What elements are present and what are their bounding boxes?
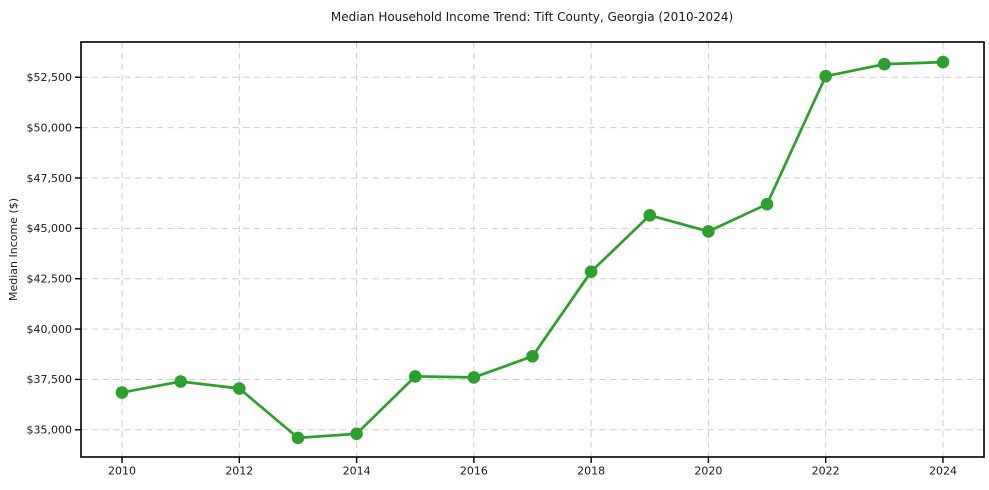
x-tick-label: 2014: [343, 465, 371, 478]
y-tick-label: $52,500: [27, 71, 73, 84]
x-tick-label: 2024: [929, 465, 957, 478]
series-layer: [115, 55, 950, 445]
data-point-2015: [408, 370, 422, 383]
data-point-2022: [819, 69, 832, 83]
y-axis-label: Median Income ($): [7, 198, 20, 301]
data-point-2019: [643, 209, 657, 222]
x-tick-label: 2016: [460, 465, 488, 478]
y-tick-label: $50,000: [27, 121, 73, 134]
data-point-2017: [526, 350, 539, 363]
data-point-2021: [760, 197, 774, 211]
y-tick-label: $42,500: [27, 273, 73, 286]
x-tick-label: 2022: [812, 465, 840, 478]
data-point-2011: [174, 375, 187, 388]
data-point-2014: [350, 427, 363, 441]
x-tick-label: 2010: [108, 465, 136, 478]
income-trend-line: [120, 60, 945, 440]
y-tick-label: $37,500: [27, 373, 73, 386]
y-tick-label: $35,000: [27, 424, 73, 437]
x-tick-label: 2018: [577, 465, 605, 478]
y-tick-label: $47,500: [27, 172, 73, 185]
x-tick-label: 2012: [225, 465, 253, 478]
chart-title: Median Household Income Trend: Tift Coun…: [331, 10, 733, 24]
data-point-2024: [936, 55, 950, 69]
plot-border: [80, 41, 985, 458]
data-point-2020: [702, 225, 715, 238]
data-point-2010: [115, 386, 129, 399]
x-tick-label: 2020: [694, 465, 722, 478]
grid-layer: [81, 42, 984, 457]
axes-layer: $35,000 $37,500 $40,000 $42,500 $45,000 $47,5…: [27, 71, 957, 477]
y-tick-label: $45,000: [27, 222, 73, 235]
data-point-2016: [467, 371, 481, 384]
data-point-2012: [233, 382, 246, 395]
y-tick-label: $40,000: [27, 323, 73, 336]
data-point-2018: [584, 265, 598, 279]
data-point-2013: [291, 431, 305, 445]
data-point-2023: [878, 57, 891, 71]
